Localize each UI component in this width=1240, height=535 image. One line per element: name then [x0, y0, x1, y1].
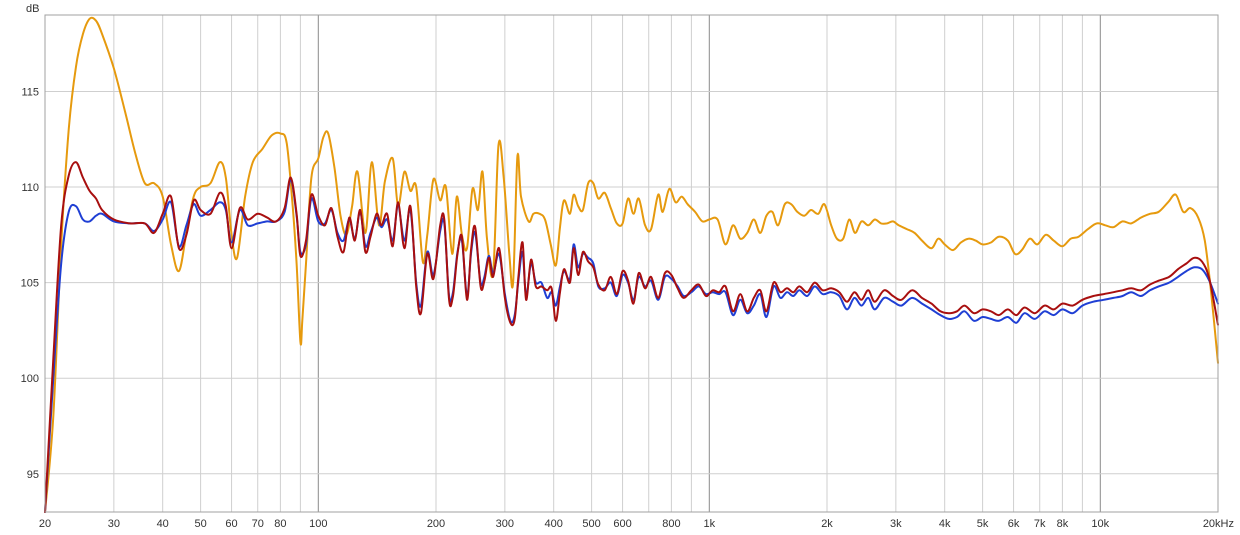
plot-frame: [44, 14, 1219, 513]
x-tick-label: 40: [157, 518, 169, 530]
y-axis-tick-labels: 95 100 105 110 115: [21, 86, 39, 480]
y-tick-label: 105: [21, 278, 39, 290]
y-tick-label: 95: [27, 469, 39, 481]
x-tick-label: 2k: [821, 518, 833, 530]
x-tick-label: 500: [582, 518, 600, 530]
x-tick-label: 8k: [1057, 518, 1069, 530]
series-group: [44, 16, 1219, 513]
x-tick-label: 3k: [890, 518, 902, 530]
grid: [45, 15, 1218, 512]
x-tick-label: 400: [545, 518, 563, 530]
x-tick-label: 70: [252, 518, 264, 530]
x-tick-label: 7k: [1034, 518, 1046, 530]
x-tick-label: 200: [427, 518, 445, 530]
x-tick-label: 100: [309, 518, 327, 530]
y-tick-label: 115: [21, 86, 39, 98]
x-tick-label: 600: [613, 518, 631, 530]
x-tick-label: 6k: [1008, 518, 1020, 530]
x-tick-label: 20kHz: [1203, 518, 1234, 530]
x-tick-label: 300: [496, 518, 514, 530]
x-tick-label: 80: [274, 518, 286, 530]
x-tick-label: 30: [108, 518, 120, 530]
x-tick-label: 5k: [977, 518, 989, 530]
x-tick-label: 60: [225, 518, 237, 530]
x-tick-label: 50: [194, 518, 206, 530]
plot-background: [45, 15, 1218, 512]
x-tick-label: 10k: [1091, 518, 1109, 530]
y-tick-label: 100: [21, 373, 39, 385]
series-line-1: [44, 16, 1219, 513]
x-tick-label: 800: [662, 518, 680, 530]
x-axis-tick-labels: 20 30 40 50 60 70 80 100 200 300 400 500 600 800 1k 2k 3…: [39, 518, 1234, 530]
y-tick-label: 110: [21, 182, 39, 194]
x-tick-label: 1k: [703, 518, 715, 530]
series-line-3: [44, 161, 1219, 513]
x-tick-label: 20: [39, 518, 51, 530]
x-tick-label: 4k: [939, 518, 951, 530]
y-axis-unit-label: dB: [26, 3, 39, 15]
